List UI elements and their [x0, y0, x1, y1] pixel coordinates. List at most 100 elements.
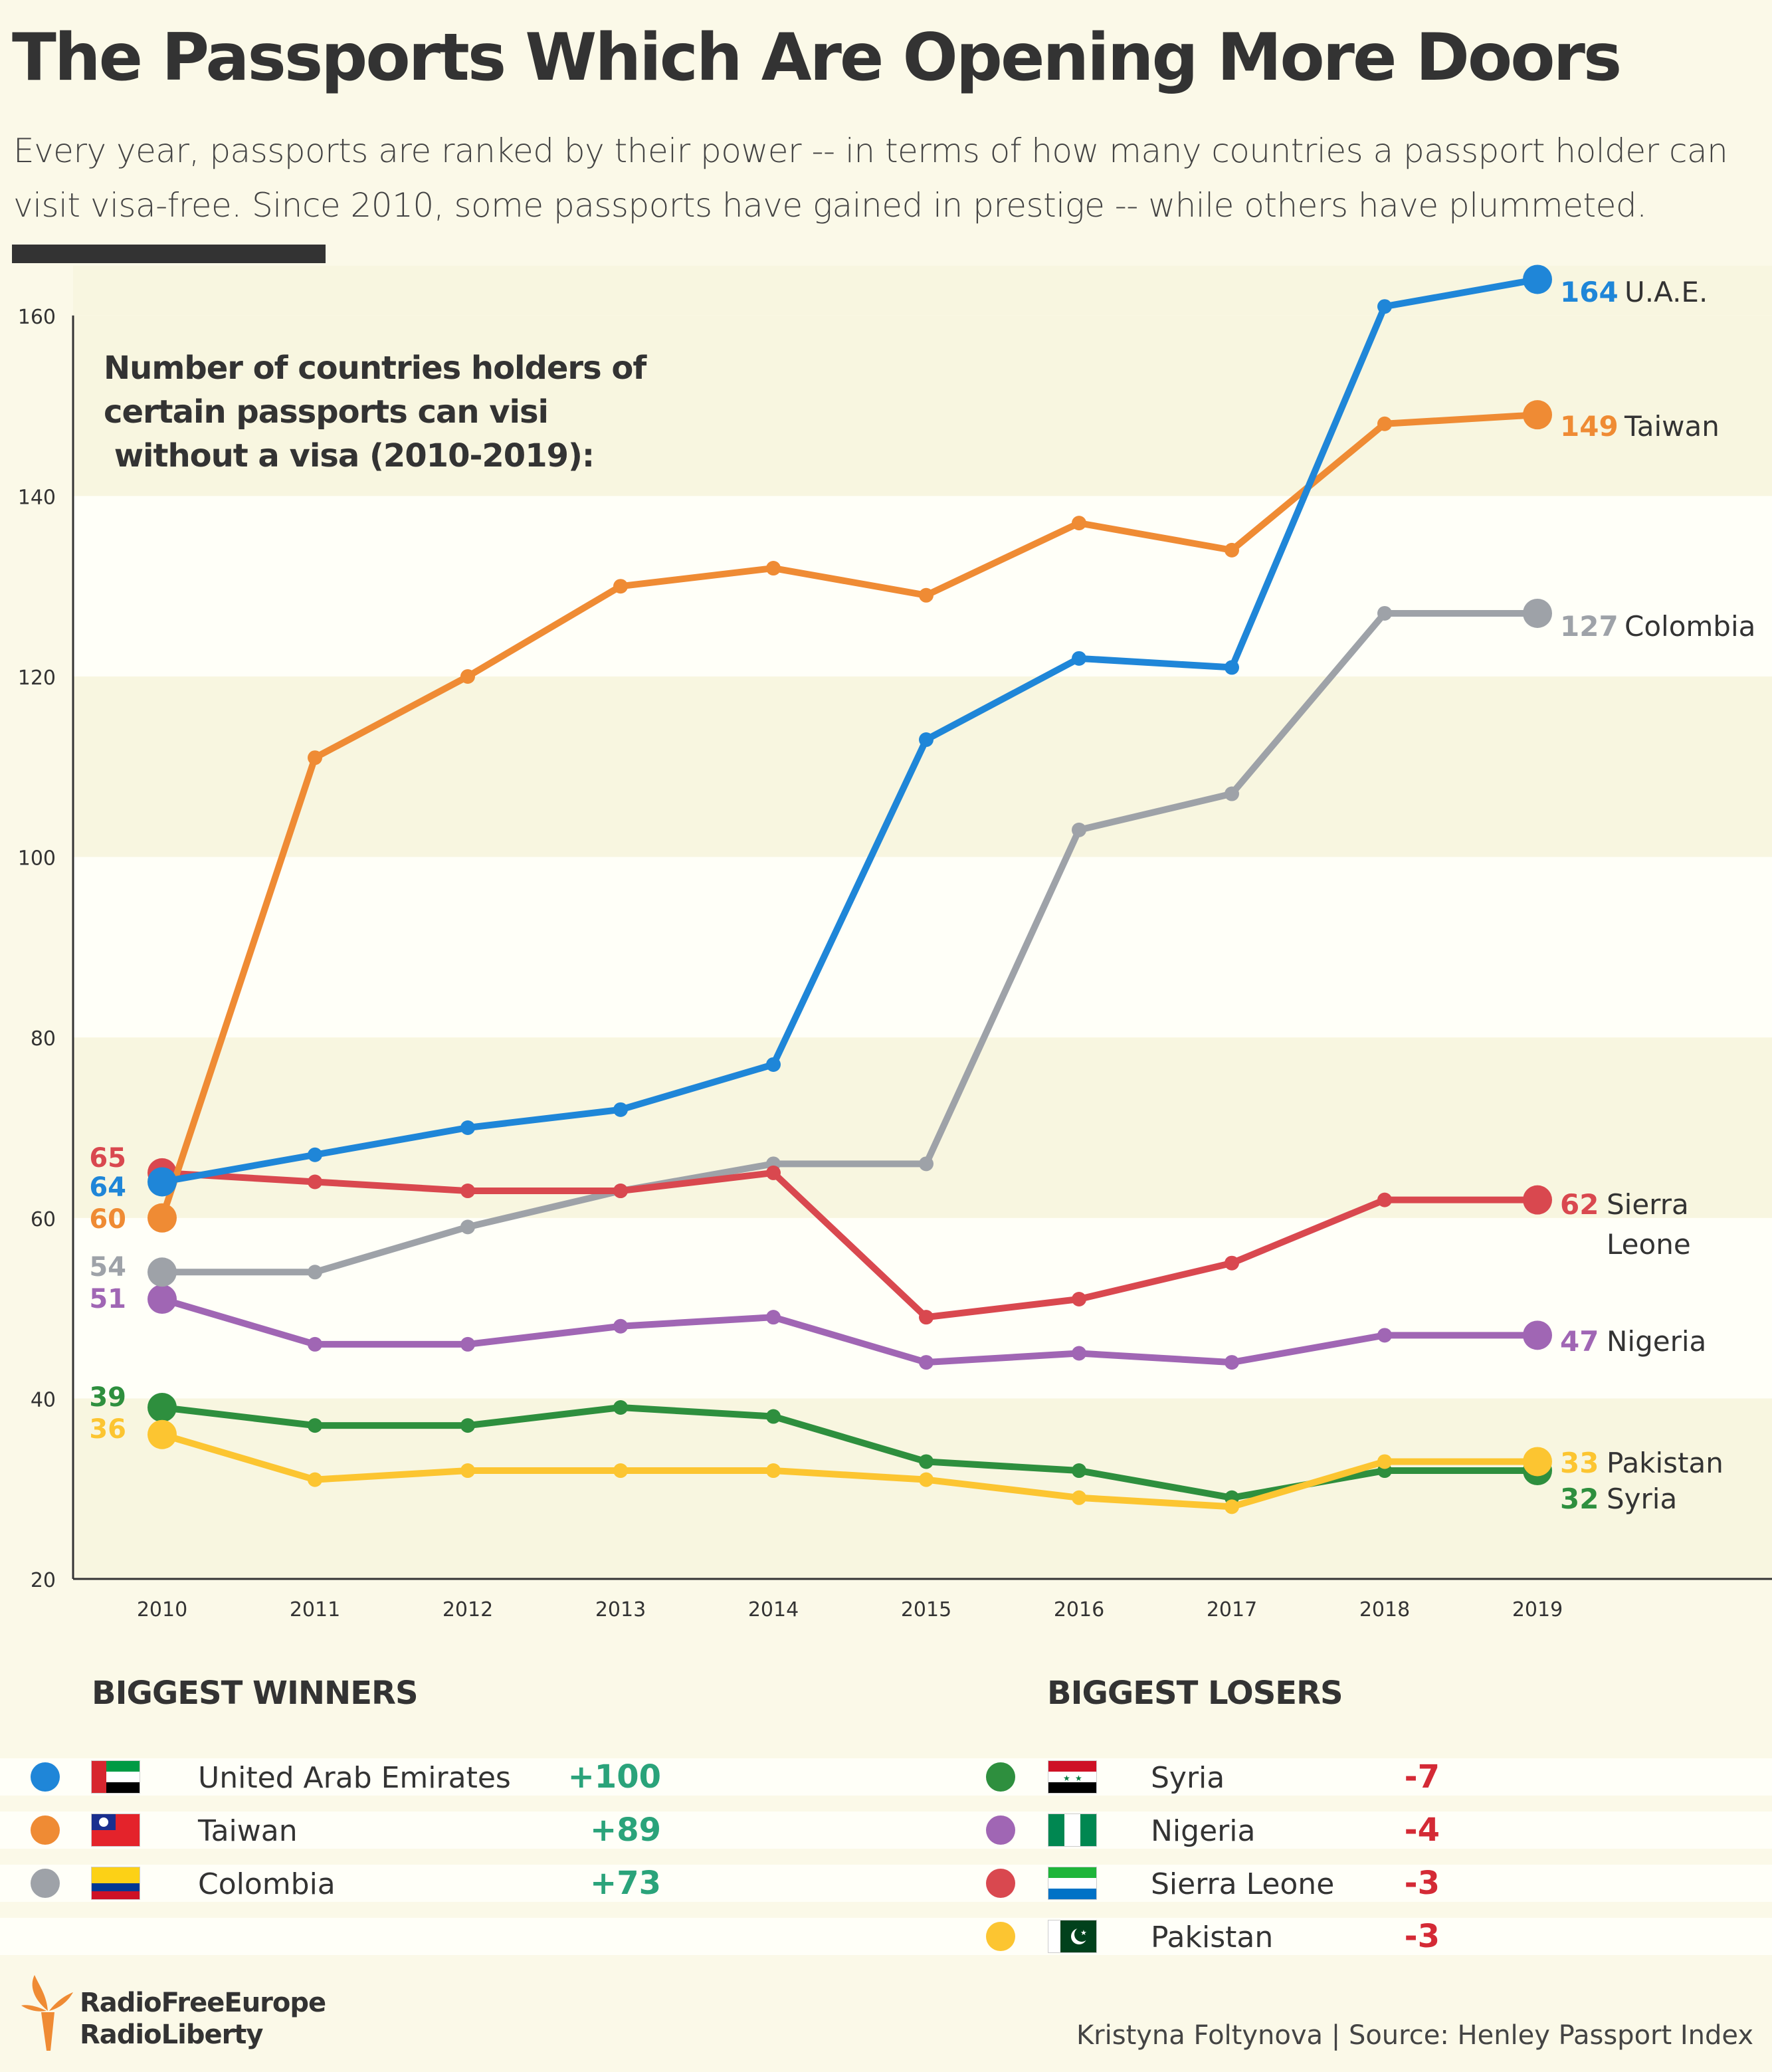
x-tick-label: 2017	[1207, 1598, 1257, 1621]
data-point-syria	[613, 1399, 628, 1415]
y-tick-label: 140	[18, 486, 56, 509]
winners-country-name: United Arab Emirates	[198, 1761, 511, 1795]
data-point-taiwan	[460, 669, 475, 684]
nigeria-flag	[1048, 1814, 1096, 1846]
logo-line-1: RadioFreeEurope	[80, 1988, 326, 2018]
data-point-colombia	[1072, 822, 1086, 837]
data-point-u-a-e-	[1225, 660, 1239, 675]
data-point-nigeria	[613, 1318, 628, 1334]
x-tick-label: 2013	[595, 1598, 646, 1621]
sierra-leone-flag	[1048, 1867, 1096, 1899]
end-name-sierra-leone: Leone	[1607, 1228, 1691, 1261]
data-point-colombia	[308, 1265, 322, 1280]
uae-flag	[92, 1761, 140, 1793]
taiwan-color-dot	[31, 1815, 60, 1845]
data-point-colombia	[460, 1219, 475, 1235]
data-point-colombia	[1377, 605, 1392, 621]
rferl-logo	[21, 1975, 73, 2051]
losers-row-sierra-leone: Sierra Leone -3	[0, 1857, 1772, 1910]
y-tick-label: 40	[31, 1388, 56, 1411]
data-point-u-a-e-	[148, 1167, 177, 1197]
colombia-flag	[92, 1867, 140, 1899]
chart-title: Number of countries holders of certain pa…	[104, 350, 647, 474]
data-point-nigeria	[148, 1285, 177, 1314]
svg-text:★: ★	[1075, 1774, 1082, 1783]
data-point-syria	[460, 1418, 475, 1433]
winners-change-value: +73	[589, 1865, 661, 1902]
y-tick-label: 100	[18, 847, 56, 871]
data-point-taiwan	[1072, 516, 1086, 531]
y-tick-label: 120	[18, 667, 56, 690]
data-point-taiwan	[613, 579, 628, 594]
data-point-sierra-leone	[460, 1184, 475, 1199]
losers-row-pakistan: ★ Pakistan -3	[0, 1910, 1772, 1963]
end-value-syria: 32	[1560, 1483, 1599, 1515]
series-line-colombia	[159, 609, 1541, 1276]
start-label-taiwan: 60	[89, 1204, 126, 1235]
data-point-pakistan	[1225, 1499, 1239, 1514]
losers-country-name: Pakistan	[1151, 1920, 1274, 1954]
table-band	[0, 1812, 1772, 1849]
data-point-sierra-leone	[766, 1165, 781, 1180]
series-line-u-a-e-	[159, 276, 1541, 1186]
data-point-nigeria	[1377, 1328, 1392, 1343]
losers-change-value: -3	[1404, 1918, 1440, 1955]
title-rule	[12, 245, 326, 263]
table-band	[0, 1918, 1772, 1955]
grid-band	[73, 1037, 1772, 1218]
data-point-pakistan	[1523, 1447, 1552, 1477]
table-band	[0, 1758, 1772, 1796]
winners-row-united-arab-emirates: United Arab Emirates +100	[0, 1750, 1772, 1804]
end-name-pakistan: Pakistan	[1607, 1447, 1723, 1479]
data-point-nigeria	[460, 1336, 475, 1352]
data-point-u-a-e-	[1072, 651, 1086, 666]
winners-change-value: +89	[589, 1812, 661, 1849]
data-point-taiwan	[1377, 416, 1392, 431]
x-tick-label: 2015	[901, 1598, 951, 1621]
series-line-pakistan	[159, 1431, 1541, 1510]
data-point-u-a-e-	[919, 732, 934, 748]
start-label-nigeria: 51	[89, 1284, 126, 1314]
data-point-taiwan	[919, 587, 934, 603]
winners-row-taiwan: Taiwan +89	[0, 1804, 1772, 1857]
data-point-pakistan	[148, 1419, 177, 1449]
data-point-pakistan	[919, 1472, 934, 1487]
series-line-nigeria	[159, 1296, 1541, 1366]
end-value-colombia: 127	[1560, 610, 1619, 643]
data-point-u-a-e-	[766, 1057, 781, 1072]
x-tick-label: 2019	[1512, 1598, 1563, 1621]
winners-row-colombia: Colombia +73	[0, 1857, 1772, 1910]
data-point-syria	[919, 1454, 934, 1469]
data-point-nigeria	[308, 1336, 322, 1352]
start-label-colombia: 54	[89, 1252, 126, 1283]
data-point-pakistan	[1072, 1490, 1086, 1505]
losers-country-name: Syria	[1151, 1761, 1225, 1795]
data-point-pakistan	[1377, 1454, 1392, 1469]
losers-row-nigeria: Nigeria -4	[0, 1804, 1772, 1857]
losers-country-name: Nigeria	[1151, 1814, 1256, 1848]
data-point-pakistan	[766, 1463, 781, 1479]
data-point-nigeria	[766, 1310, 781, 1325]
data-point-sierra-leone	[1072, 1292, 1086, 1307]
svg-text:★: ★	[1080, 1928, 1087, 1937]
start-label-sierra-leone: 65	[89, 1143, 126, 1174]
page-title: The Passports Which Are Opening More Doo…	[12, 20, 1622, 96]
data-point-taiwan	[148, 1203, 177, 1233]
data-point-u-a-e-	[460, 1120, 475, 1135]
winners-country-name: Taiwan	[198, 1814, 298, 1848]
data-point-nigeria	[919, 1355, 934, 1370]
end-value-nigeria: 47	[1560, 1325, 1599, 1358]
end-name-colombia: Colombia	[1624, 610, 1755, 643]
logo-line-2: RadioLiberty	[80, 2020, 264, 2050]
data-point-u-a-e-	[1523, 264, 1552, 294]
data-point-u-a-e-	[613, 1102, 628, 1117]
end-name-taiwan: Taiwan	[1624, 410, 1720, 443]
losers-country-name: Sierra Leone	[1151, 1867, 1335, 1901]
y-tick-label: 80	[31, 1027, 56, 1051]
colombia-color-dot	[31, 1869, 60, 1898]
table-band	[0, 1865, 1772, 1902]
x-tick-label: 2011	[290, 1598, 340, 1621]
united-arab-emirates-color-dot	[31, 1762, 60, 1792]
data-point-sierra-leone	[613, 1184, 628, 1199]
start-label-syria: 39	[89, 1382, 126, 1413]
